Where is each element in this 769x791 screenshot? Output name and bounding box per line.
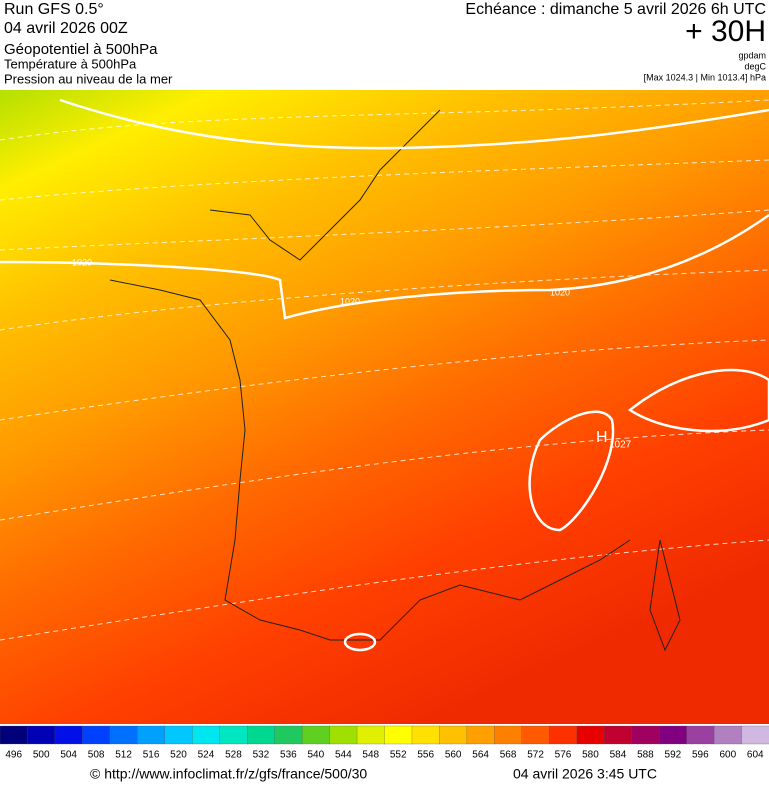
footer-timestamp: 04 avril 2026 3:45 UTC	[513, 766, 657, 782]
coastline	[109, 109, 681, 652]
colorbar-label: 588	[637, 750, 654, 761]
temperature-field	[0, 90, 769, 724]
map: 1020 1020 1020 H 1027	[0, 90, 769, 724]
field-label: Température à 500hPa	[4, 56, 137, 71]
colorbar: 496 500 504 508 512 516 520 524 528 532 536 540 544 5…	[0, 725, 769, 761]
color-swatch	[219, 725, 248, 745]
color-swatch	[576, 725, 605, 745]
colorbar-label: 516	[143, 750, 160, 761]
color-swatch	[247, 725, 276, 745]
colorbar-label: 564	[472, 750, 489, 761]
color-swatch	[356, 725, 386, 745]
colorbar-label: 596	[692, 750, 709, 761]
color-swatch	[439, 725, 468, 745]
high-value: 1027	[609, 440, 632, 451]
isobar-label: 1020	[72, 257, 92, 267]
color-swatch	[631, 725, 660, 745]
color-swatch	[301, 725, 331, 745]
run-title: Run GFS 0.5°	[4, 1, 104, 18]
isobars	[0, 98, 769, 652]
color-swatch	[329, 725, 358, 745]
color-swatch	[494, 725, 523, 745]
color-swatch	[521, 725, 550, 745]
colorbar-label: 604	[747, 750, 764, 761]
forecast-time: Echéance : dimanche 5 avril 2026 6h UTC	[465, 1, 766, 18]
colorbar-label: 512	[115, 750, 132, 761]
color-swatch	[137, 725, 166, 745]
color-swatch	[27, 725, 56, 745]
colorbar-label: 548	[362, 750, 379, 761]
colorbar-label: 568	[500, 750, 517, 761]
colorbar-label: 560	[445, 750, 462, 761]
high-marker: H	[596, 429, 608, 446]
colorbar-label: 504	[60, 750, 77, 761]
color-swatch	[164, 725, 193, 745]
colorbar-label: 536	[280, 750, 297, 761]
color-swatch	[741, 725, 769, 745]
colorbar-label: 496	[5, 750, 22, 761]
colorbar-label: 528	[225, 750, 242, 761]
colorbar-label: 576	[555, 750, 572, 761]
color-swatch	[549, 725, 578, 745]
isotherms	[0, 99, 769, 641]
color-swatch	[604, 725, 633, 745]
color-swatch	[713, 725, 743, 745]
color-swatch	[82, 725, 111, 745]
colorbar-label: 520	[170, 750, 187, 761]
footer-url: © http://www.infoclimat.fr/z/gfs/france/…	[90, 766, 367, 782]
pressure-range: [Max 1024.3 | Min 1013.4] hPa	[644, 72, 766, 82]
colorbar-label: 600	[719, 750, 736, 761]
colorbar-label: 572	[527, 750, 544, 761]
color-swatch	[109, 725, 138, 745]
colorbar-label: 584	[610, 750, 627, 761]
isobar-label: 1020	[550, 287, 570, 297]
unit-label: gpdam	[738, 50, 766, 60]
color-swatch	[54, 725, 84, 745]
color-swatch	[274, 725, 303, 745]
colorbar-label: 500	[33, 750, 50, 761]
isobar-label: 1020	[340, 296, 360, 306]
colorbar-label: 540	[307, 750, 324, 761]
color-swatch	[384, 725, 413, 745]
color-swatch	[658, 725, 688, 745]
colorbar-label: 532	[253, 750, 270, 761]
colorbar-label: 580	[582, 750, 599, 761]
colorbar-label: 592	[665, 750, 682, 761]
colorbar-label: 544	[335, 750, 352, 761]
colorbar-label: 552	[390, 750, 407, 761]
field-label: Pression au niveau de la mer	[4, 71, 173, 86]
field-label: Géopotentiel à 500hPa	[4, 41, 158, 58]
unit-label: degC	[744, 61, 766, 71]
lead-time: + 30H	[685, 15, 766, 48]
color-swatch	[466, 725, 496, 745]
colorbar-label: 508	[88, 750, 105, 761]
color-swatch	[192, 725, 221, 745]
color-swatch	[0, 725, 29, 745]
colorbar-label: 524	[198, 750, 215, 761]
colorbar-label: 556	[417, 750, 434, 761]
color-swatch	[411, 725, 441, 745]
run-date: 04 avril 2026 00Z	[4, 20, 128, 37]
color-swatch	[686, 725, 715, 745]
